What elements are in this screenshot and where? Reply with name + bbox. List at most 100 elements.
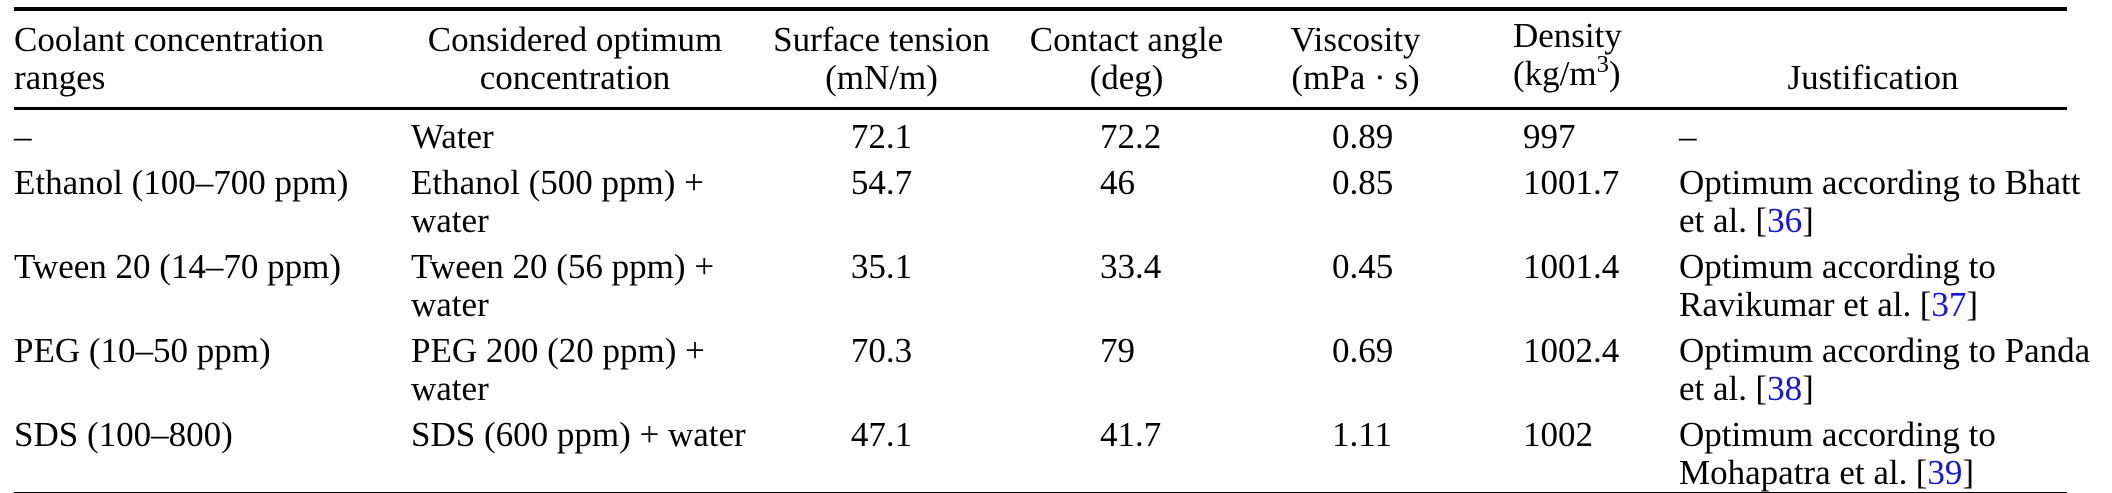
cell-text: Optimum according to Panda xyxy=(1679,331,2091,370)
cell-value: 70.3 xyxy=(850,331,913,370)
justification-line2: Mohapatra et al. [39] xyxy=(1679,454,2067,492)
cell-text: Optimum according to xyxy=(1679,415,1996,454)
cell-value: 35.1 xyxy=(850,247,913,286)
table-body: – Water 72.1 72.2 0.89 997 – Ethanol (10… xyxy=(14,109,2091,493)
cell-text: Optimum according to Bhatt xyxy=(1679,163,2081,202)
cell-value: 0.85 xyxy=(1332,163,1394,202)
table-row-ethanol: Ethanol (100–700 ppm) Ethanol (500 ppm) … xyxy=(14,156,2081,240)
citation-link[interactable]: 37 xyxy=(1931,285,1967,324)
cell-viscosity: 0.45 xyxy=(1229,240,1444,324)
table-row-tween20: Tween 20 (14–70 ppm) Tween 20 (56 ppm) +… xyxy=(14,240,2067,324)
cell-coolant-range: SDS (100–800) xyxy=(14,408,411,493)
cell-contact-angle: 33.4 xyxy=(1004,240,1229,324)
cell-value: 47.1 xyxy=(850,415,913,454)
cell-text: Ethanol (500 ppm) + xyxy=(411,163,704,202)
cell-coolant-range: – xyxy=(14,109,411,157)
cell-coolant-range: PEG (10–50 ppm) xyxy=(14,324,411,408)
cell-value: 1.11 xyxy=(1332,415,1392,454)
cell-value: 33.4 xyxy=(1100,247,1162,286)
citation-link[interactable]: 39 xyxy=(1927,453,1963,492)
justification-line2: Ravikumar et al. [37] xyxy=(1679,286,2067,324)
cell-value: 0.69 xyxy=(1332,331,1394,370)
header-line: Density xyxy=(1513,16,1622,55)
cell-value: 1002.4 xyxy=(1523,331,1620,370)
cell-text: SDS (600 ppm) + water xyxy=(411,415,746,454)
density-unit-superscript: 3 xyxy=(1596,50,1609,78)
citation-bracket-close: ] xyxy=(1962,453,1975,492)
cell-value: 997 xyxy=(1523,117,1576,156)
cell-text: Mohapatra et al. xyxy=(1679,453,1908,492)
cell-density: 1001.4 xyxy=(1444,240,1619,324)
cell-contact-angle: 46 xyxy=(1004,156,1229,240)
cell-text: Ethanol (100–700 ppm) xyxy=(14,163,349,202)
cell-justification: – xyxy=(1614,109,2067,157)
cell-surface-tension: 70.3 xyxy=(759,324,1004,408)
cell-text: et al. xyxy=(1679,369,1748,408)
header-line: Viscosity xyxy=(1290,20,1421,59)
col-header-contact-angle: Contact angle (deg) xyxy=(1004,9,1229,109)
cell-value: 46 xyxy=(1100,163,1135,202)
citation: [38] xyxy=(1755,369,1813,408)
citation-link[interactable]: 36 xyxy=(1767,201,1803,240)
cell-value: 41.7 xyxy=(1100,415,1162,454)
cell-surface-tension: 47.1 xyxy=(759,408,1004,493)
cell-optimum: SDS (600 ppm) + water xyxy=(411,408,759,493)
header-line: Contact angle xyxy=(1029,20,1224,59)
cell-value: 1002 xyxy=(1523,415,1593,454)
citation-bracket-open: [ xyxy=(1755,369,1768,408)
citation-bracket-close: ] xyxy=(1966,285,1978,324)
cell-optimum: PEG 200 (20 ppm) + water xyxy=(411,324,759,408)
cell-contact-angle: 72.2 xyxy=(1004,109,1229,157)
citation: [37] xyxy=(1920,285,1978,324)
cell-value: 1001.7 xyxy=(1523,163,1620,202)
header-line: Surface tension xyxy=(773,20,990,59)
table-row-sds: SDS (100–800) SDS (600 ppm) + water 47.1… xyxy=(14,408,2067,493)
citation-bracket-open: [ xyxy=(1915,453,1928,492)
cell-text: Water xyxy=(411,117,494,156)
cell-text: PEG 200 (20 ppm) + xyxy=(411,331,705,370)
cell-viscosity: 1.11 xyxy=(1229,408,1444,493)
cell-justification: Optimum according to Panda et al. [38] xyxy=(1614,324,2091,408)
col-header-density: Density (kg/m3) xyxy=(1444,9,1622,109)
col-header-surface-tension: Surface tension (mN/m) xyxy=(759,9,1004,109)
cell-density: 1002.4 xyxy=(1444,324,1619,408)
cell-surface-tension: 72.1 xyxy=(759,109,1004,157)
header-line: Justification xyxy=(1787,58,1959,97)
cell-density: 1002 xyxy=(1444,408,1614,493)
cell-optimum: Tween 20 (56 ppm) + water xyxy=(411,240,759,324)
citation-link[interactable]: 38 xyxy=(1767,369,1803,408)
cell-text: PEG (10–50 ppm) xyxy=(14,331,271,370)
justification-line2: et al. [36] xyxy=(1679,202,2067,240)
cell-surface-tension: 54.7 xyxy=(759,156,1004,240)
header-line: Coolant concentration xyxy=(14,20,325,59)
citation-bracket-open: [ xyxy=(1919,285,1932,324)
cell-optimum: Ethanol (500 ppm) + water xyxy=(411,156,759,240)
cell-value: 72.1 xyxy=(850,117,913,156)
cell-viscosity: 0.69 xyxy=(1229,324,1444,408)
cell-viscosity: 0.89 xyxy=(1229,109,1444,157)
header-unit: (mPa · s) xyxy=(1291,58,1420,97)
table-row-water: – Water 72.1 72.2 0.89 997 – xyxy=(14,109,2067,157)
citation: [39] xyxy=(1916,453,1974,492)
header-line: ranges xyxy=(14,58,106,97)
citation-bracket-close: ] xyxy=(1802,201,1814,240)
cell-surface-tension: 35.1 xyxy=(759,240,1004,324)
cell-text: water xyxy=(411,201,489,240)
cell-value: 54.7 xyxy=(850,163,913,202)
cell-text: water xyxy=(411,285,489,324)
col-header-viscosity: Viscosity (mPa · s) xyxy=(1229,9,1444,109)
citation-bracket-open: [ xyxy=(1755,201,1768,240)
cell-coolant-range: Tween 20 (14–70 ppm) xyxy=(14,240,411,324)
citation: [36] xyxy=(1755,201,1813,240)
cell-justification: Optimum according to Bhatt et al. [36] xyxy=(1614,156,2081,240)
cell-text: et al. xyxy=(1679,201,1748,240)
density-unit-suffix: ) xyxy=(1608,54,1621,93)
header-unit: (kg/m3) xyxy=(1513,51,1621,97)
cell-value: 1001.4 xyxy=(1523,247,1620,286)
justification-line2: et al. [38] xyxy=(1679,370,2067,408)
cell-contact-angle: 41.7 xyxy=(1004,408,1229,493)
coolant-properties-table: Coolant concentration ranges Considered … xyxy=(14,7,2091,493)
density-unit-prefix: (kg/m xyxy=(1513,54,1597,93)
col-header-optimum-concentration: Considered optimum concentration xyxy=(411,9,759,109)
